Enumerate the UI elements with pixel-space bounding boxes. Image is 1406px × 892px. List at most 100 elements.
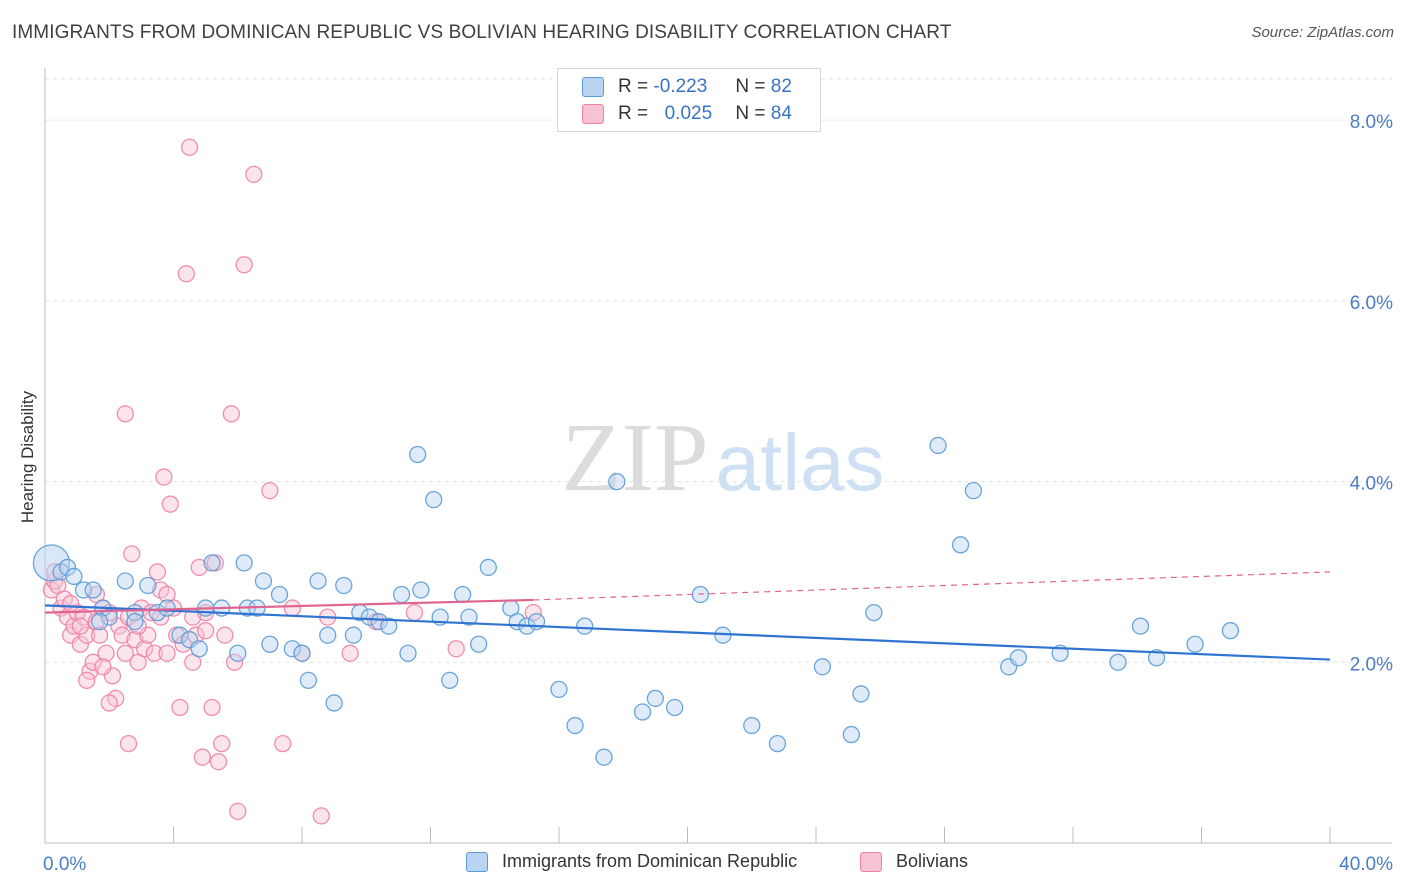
dominican-point <box>964 481 983 500</box>
bolivian-point <box>74 608 93 626</box>
y-tick-label: 4.0% <box>1350 474 1393 495</box>
bolivian-trend-line-extension <box>533 571 1331 601</box>
grid-lines <box>45 78 1392 663</box>
trend-lines <box>44 571 1331 661</box>
series-legend-label: Immigrants from Dominican Republic <box>502 851 798 871</box>
dominican-point <box>116 572 134 590</box>
bolivian-point <box>81 662 99 680</box>
bolivian-point <box>222 405 240 423</box>
tick-labels: 2.0% 4.0% 6.0% 8.0% 0.0% 40.0% <box>43 112 1393 875</box>
correlation-legend: R = -0.223 N = 82 R = 0.025 N = 84 <box>557 68 821 132</box>
legend-n-value: 84 <box>770 103 792 124</box>
bolivian-point <box>94 658 112 676</box>
bolivian-point <box>100 694 118 712</box>
bolivian-point <box>145 644 163 662</box>
watermark: ZIP atlas <box>562 404 885 512</box>
bolivian-point <box>78 626 96 644</box>
dominican-point <box>90 612 109 631</box>
legend-n-label: N = <box>735 76 766 97</box>
dominican-point <box>566 716 584 735</box>
dominican-point <box>666 698 684 717</box>
bolivian-point <box>341 644 359 662</box>
dominican-point <box>1147 649 1166 667</box>
bolivian-point <box>225 653 244 671</box>
bolivian-point <box>97 644 115 662</box>
series-legend-bolivians: Bolivians <box>860 851 968 872</box>
dominican-point <box>470 635 488 653</box>
dominican-point <box>951 536 970 554</box>
x-tick-label: 0.0% <box>43 854 86 875</box>
bolivian-point <box>193 748 212 766</box>
y-tick-label: 8.0% <box>1350 112 1393 133</box>
legend-n-label: N = <box>735 103 766 124</box>
dominican-point <box>608 472 626 491</box>
dominican-point <box>254 572 273 590</box>
dominican-point <box>335 576 353 595</box>
bolivian-point <box>196 622 215 640</box>
x-tick-label: 40.0% <box>1339 854 1393 875</box>
legend-swatch-blue <box>582 77 604 97</box>
bolivian-point <box>261 481 279 500</box>
dominican-point <box>460 608 478 626</box>
watermark-zip: ZIP <box>562 404 709 512</box>
series-legend-label: Bolivians <box>896 851 969 871</box>
bolivian-point <box>158 644 176 662</box>
dominican-point <box>865 603 883 622</box>
bolivian-point <box>161 495 179 513</box>
y-tick-label: 6.0% <box>1350 293 1393 314</box>
dominican-point <box>74 581 93 599</box>
bolivian-point <box>229 802 247 821</box>
dominican-point <box>229 644 247 662</box>
watermark-atlas: atlas <box>716 418 885 507</box>
dominican-point <box>203 554 221 572</box>
chart-title: IMMIGRANTS FROM DOMINICAN REPUBLIC VS BO… <box>12 22 952 43</box>
dominican-point <box>58 558 77 577</box>
bolivian-point <box>71 617 89 635</box>
bolivian-point <box>312 807 330 825</box>
dominican-point <box>425 491 443 509</box>
bolivian-point <box>84 653 102 671</box>
dominican-point <box>139 576 157 595</box>
bolivian-point <box>190 558 208 577</box>
bolivian-point <box>283 599 302 617</box>
bolivian-point <box>245 165 263 184</box>
dominican-point <box>743 716 761 735</box>
series-legend-dominican: Immigrants from Dominican Republic <box>466 851 797 872</box>
dominican-point <box>309 572 327 590</box>
dominican-point <box>1186 635 1204 653</box>
bolivian-point <box>116 644 134 662</box>
dominican-point <box>576 617 594 635</box>
bolivian-point <box>235 256 253 274</box>
dominican-point <box>293 644 311 662</box>
dominican-point <box>842 725 860 744</box>
dominican-point <box>283 640 302 658</box>
dominican-point <box>1109 653 1127 671</box>
bolivian-point <box>171 698 189 717</box>
bolivian-point <box>113 626 131 644</box>
bolivian-point <box>177 265 196 283</box>
bolivian-point <box>405 603 424 622</box>
dominican-point <box>441 671 459 690</box>
axes <box>44 68 1392 844</box>
bolivian-point <box>78 671 96 690</box>
legend-r-value: -0.223 <box>653 76 708 97</box>
source-credit: Source: ZipAtlas.com <box>1251 24 1394 41</box>
legend-n-value: 82 <box>770 76 792 97</box>
dominican-point <box>595 748 613 766</box>
dominican-point <box>633 703 652 721</box>
dominican-point <box>768 734 787 753</box>
legend-r-value: 0.025 <box>664 103 713 124</box>
bolivian-point <box>447 640 465 658</box>
y-tick-label: 2.0% <box>1350 654 1393 675</box>
dominican-point <box>1221 622 1240 640</box>
dominican-point <box>550 680 568 699</box>
dominican-point <box>1131 617 1150 635</box>
bolivian-trend-line <box>44 598 534 614</box>
bolivian-point <box>148 563 167 581</box>
dominican-trend-line <box>44 604 1331 661</box>
bolivian-point <box>90 626 109 644</box>
bolivian-point <box>62 594 80 613</box>
bolivian-point <box>216 626 234 644</box>
bolivian-point <box>71 635 89 653</box>
bolivian-point <box>203 698 221 717</box>
